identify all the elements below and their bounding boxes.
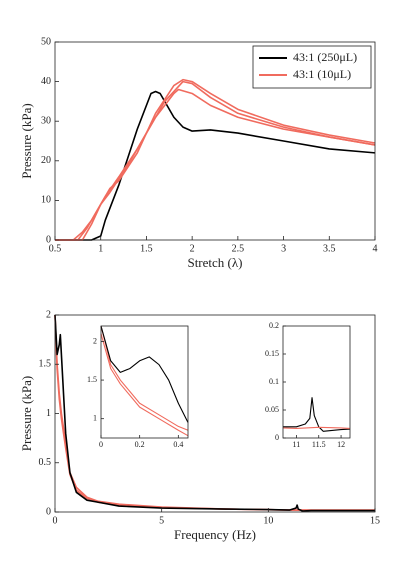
- x-tick-label: 11.5: [312, 440, 326, 449]
- x-tick-label: 4: [373, 243, 378, 254]
- series-line: [55, 80, 376, 241]
- legend-box: [252, 45, 372, 89]
- y-tick-label: 0.15: [265, 349, 279, 358]
- y-tick-label: 0: [46, 506, 51, 517]
- series-line: [283, 397, 351, 432]
- y-tick-label: 0.5: [39, 457, 52, 468]
- x-tick-label: 5: [159, 515, 164, 526]
- x-tick-label: 0: [99, 440, 103, 449]
- x-tick-label: 0.5: [49, 243, 62, 254]
- series-line: [100, 333, 189, 437]
- axes-box: [54, 41, 376, 241]
- x-tick-label: 1: [98, 243, 103, 254]
- series-line: [55, 88, 376, 241]
- legend-label: 43:1 (250μL): [293, 50, 357, 64]
- legend-label: 43:1 (10μL): [293, 67, 351, 81]
- series-line: [54, 314, 375, 512]
- plot-area: [101, 326, 188, 438]
- y-tick-label: 10: [41, 195, 51, 206]
- x-axis-label: Frequency (Hz): [174, 527, 256, 542]
- x-tick-label: 15: [370, 515, 380, 526]
- x-tick-label: 0.4: [173, 440, 183, 449]
- x-axis-label: Stretch (λ): [187, 255, 242, 270]
- y-tick-label: 0.1: [269, 377, 279, 386]
- series-line: [282, 426, 351, 430]
- y-axis-label: Pressure (kPa): [19, 376, 34, 451]
- x-tick-label: 1.5: [140, 243, 153, 254]
- y-tick-label: 0: [275, 433, 279, 442]
- x-tick-label: 11: [293, 440, 301, 449]
- y-tick-label: 1: [46, 408, 51, 419]
- y-axis-label: Pressure (kPa): [19, 103, 34, 178]
- y-tick-label: 0: [46, 234, 51, 245]
- y-tick-label: 30: [41, 115, 51, 126]
- y-tick-label: 20: [41, 155, 51, 166]
- plot-area: [283, 326, 350, 438]
- x-tick-label: 10: [263, 515, 273, 526]
- x-tick-label: 12: [337, 440, 345, 449]
- x-tick-label: 3: [281, 243, 286, 254]
- y-tick-label: 1: [93, 414, 97, 423]
- y-tick-label: 50: [41, 36, 51, 47]
- axes-box: [100, 325, 189, 439]
- series-line: [55, 90, 376, 241]
- y-tick-label: 0.2: [269, 321, 279, 330]
- series-line: [100, 325, 189, 423]
- y-tick-label: 0.05: [265, 405, 279, 414]
- x-tick-label: 3.5: [323, 243, 336, 254]
- x-tick-label: 0: [53, 515, 58, 526]
- x-tick-label: 2.5: [232, 243, 245, 254]
- y-tick-label: 40: [41, 76, 51, 87]
- x-tick-label: 0.2: [135, 440, 145, 449]
- y-tick-label: 1.5: [39, 359, 52, 370]
- y-tick-label: 1.5: [87, 375, 97, 384]
- x-tick-label: 2: [190, 243, 195, 254]
- y-tick-label: 2: [46, 309, 51, 320]
- y-tick-label: 2: [93, 336, 97, 345]
- series-line: [100, 325, 189, 431]
